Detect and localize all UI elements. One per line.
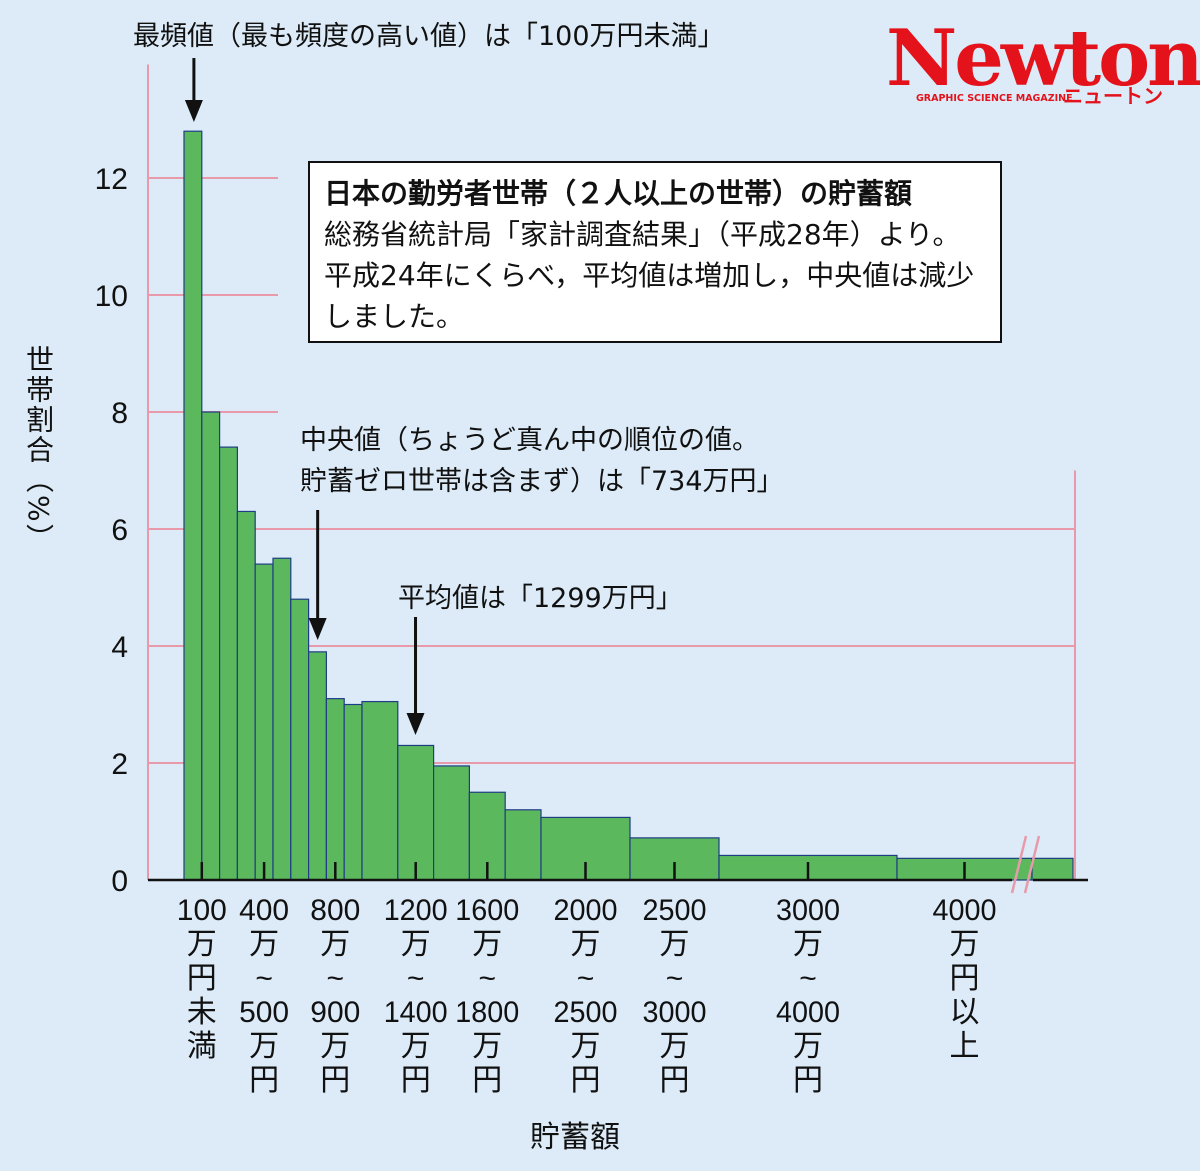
category-label-6-line-3: 3000 (643, 996, 707, 1029)
category-label-4-line-5: 円 (472, 1064, 502, 1097)
category-label-6-line-0: 2500 (643, 894, 707, 927)
category-label-3-line-3: 1400 (384, 996, 448, 1029)
category-label-2-line-3: 900 (310, 996, 360, 1029)
category-label-7-line-3: 4000 (776, 996, 840, 1029)
category-label-2-line-4: 万 (320, 1030, 350, 1063)
arrow-layer (184, 58, 425, 735)
category-label-1-line-5: 円 (249, 1064, 279, 1097)
category-label-7-line-0: 3000 (776, 894, 840, 927)
mode-arrow-head (184, 100, 203, 122)
bar-12 (433, 765, 471, 881)
category-label-8-line-1: 万 (950, 928, 980, 961)
bar-7 (308, 651, 328, 881)
category-label-1-line-3: 500 (239, 996, 289, 1029)
bar-10 (361, 700, 399, 881)
bar-2 (219, 446, 239, 881)
category-label-0-line-1: 万 (187, 928, 217, 961)
category-label-2-line-5: 円 (320, 1064, 350, 1097)
category-label-5-line-4: 万 (571, 1030, 601, 1063)
bar-6 (290, 598, 310, 881)
y-axis-label: 世帯割合（%） (22, 345, 55, 554)
category-label-7-line-2: ~ (799, 962, 817, 995)
category-label-3-line-5: 円 (401, 1064, 431, 1097)
y-tick-label-2: 2 (111, 748, 128, 781)
category-label-6-line-5: 円 (660, 1064, 690, 1097)
bar-8 (325, 698, 345, 881)
category-label-8-line-3: 以 (950, 996, 980, 1029)
category-label-0-line-4: 満 (187, 1030, 217, 1063)
bar-11 (397, 744, 435, 881)
bar-1 (201, 411, 221, 881)
mean-annotation: 平均値は「1299万円」 (398, 583, 683, 614)
category-label-6-line-4: 万 (660, 1030, 690, 1063)
category-label-4-line-1: 万 (472, 928, 502, 961)
bar-5 (272, 557, 292, 881)
category-label-5-line-3: 2500 (554, 996, 618, 1029)
axis-break-mark-2 (1023, 835, 1041, 894)
category-label-3-line-4: 万 (401, 1030, 431, 1063)
category-label-7-line-1: 万 (793, 928, 823, 961)
info-box-body: 総務省統計局「家計調査結果」（平成28年）より。平成24年にくらべ，平均値は増加… (324, 218, 975, 333)
category-label-8-line-4: 上 (950, 1030, 980, 1063)
category-label-1-line-0: 400 (239, 894, 289, 927)
info-box-title: 日本の勤労者世帯（２人以上の世帯）の貯蓄額 (324, 177, 913, 210)
y-tick-label-10: 10 (95, 280, 128, 313)
median-annotation-line1: 中央値（ちょうど真ん中の順位の値。 (300, 425, 759, 456)
category-label-0-line-3: 未 (187, 996, 217, 1029)
category-label-3-line-0: 1200 (384, 894, 448, 927)
category-label-3-line-1: 万 (401, 928, 431, 961)
category-label-4-line-4: 万 (472, 1030, 502, 1063)
y-tick-label-12: 12 (95, 163, 128, 196)
mode-annotation: 最頻値（最も頻度の高い値）は「100万円未満」 (133, 21, 725, 52)
x-axis-label: 貯蓄額 (530, 1120, 620, 1155)
bar-9 (343, 703, 363, 881)
category-label-4-line-2: ~ (479, 962, 497, 995)
category-label-4-line-0: 1600 (455, 894, 519, 927)
bar-4 (254, 563, 274, 881)
logo-kana: ニュートン (1063, 84, 1163, 108)
category-label-1-line-2: ~ (255, 962, 273, 995)
median-annotation-line2: 貯蓄ゼロ世帯は含まず）は「734万円」 (300, 466, 784, 497)
category-label-6-line-2: ~ (666, 962, 684, 995)
category-label-3-line-2: ~ (407, 962, 425, 995)
bar-19 (1031, 857, 1074, 881)
bar-0 (183, 130, 203, 881)
category-label-5-line-2: ~ (577, 962, 595, 995)
y-tick-labels: 0 2 4 6 8 10 12 (95, 163, 128, 898)
y-tick-label-0: 0 (111, 865, 128, 898)
category-label-8-line-2: 円 (950, 962, 980, 995)
category-label-6-line-1: 万 (660, 928, 690, 961)
bar-3 (236, 510, 256, 881)
bar-14 (504, 809, 542, 881)
logo-main: Newton (886, 13, 1200, 104)
category-label-2-line-2: ~ (327, 962, 345, 995)
category-label-0-line-0: 100 (177, 894, 227, 927)
category-label-7-line-5: 円 (793, 1064, 823, 1097)
y-tick-label-4: 4 (111, 631, 128, 664)
category-label-1-line-1: 万 (249, 928, 279, 961)
category-label-7-line-4: 万 (793, 1030, 823, 1063)
axis-layer (148, 177, 1088, 894)
category-labels: 100万円未満400万~500万円800万~900万円1200万~1400万円1… (177, 862, 997, 1097)
median-arrow-head (308, 618, 327, 640)
y-tick-label-8: 8 (111, 397, 128, 430)
y-tick-label-6: 6 (111, 514, 128, 547)
category-label-2-line-1: 万 (320, 928, 350, 961)
category-label-0-line-2: 円 (187, 962, 217, 995)
info-box: 日本の勤労者世帯（２人以上の世帯）の貯蓄額 総務省統計局「家計調査結果」（平成2… (308, 161, 1002, 343)
category-label-5-line-1: 万 (571, 928, 601, 961)
category-label-5-line-5: 円 (571, 1064, 601, 1097)
mean-arrow-head (406, 713, 425, 735)
category-label-5-line-0: 2000 (554, 894, 618, 927)
category-label-2-line-0: 800 (310, 894, 360, 927)
logo-sub: GRAPHIC SCIENCE MAGAZINE (916, 93, 1073, 104)
newton-logo: Newton GRAPHIC SCIENCE MAGAZINE ニュートン (886, 13, 1200, 108)
category-label-4-line-3: 1800 (455, 996, 519, 1029)
axis-break-mark-1 (1010, 835, 1028, 894)
category-label-1-line-4: 万 (249, 1030, 279, 1063)
category-label-8-line-0: 4000 (933, 894, 997, 927)
